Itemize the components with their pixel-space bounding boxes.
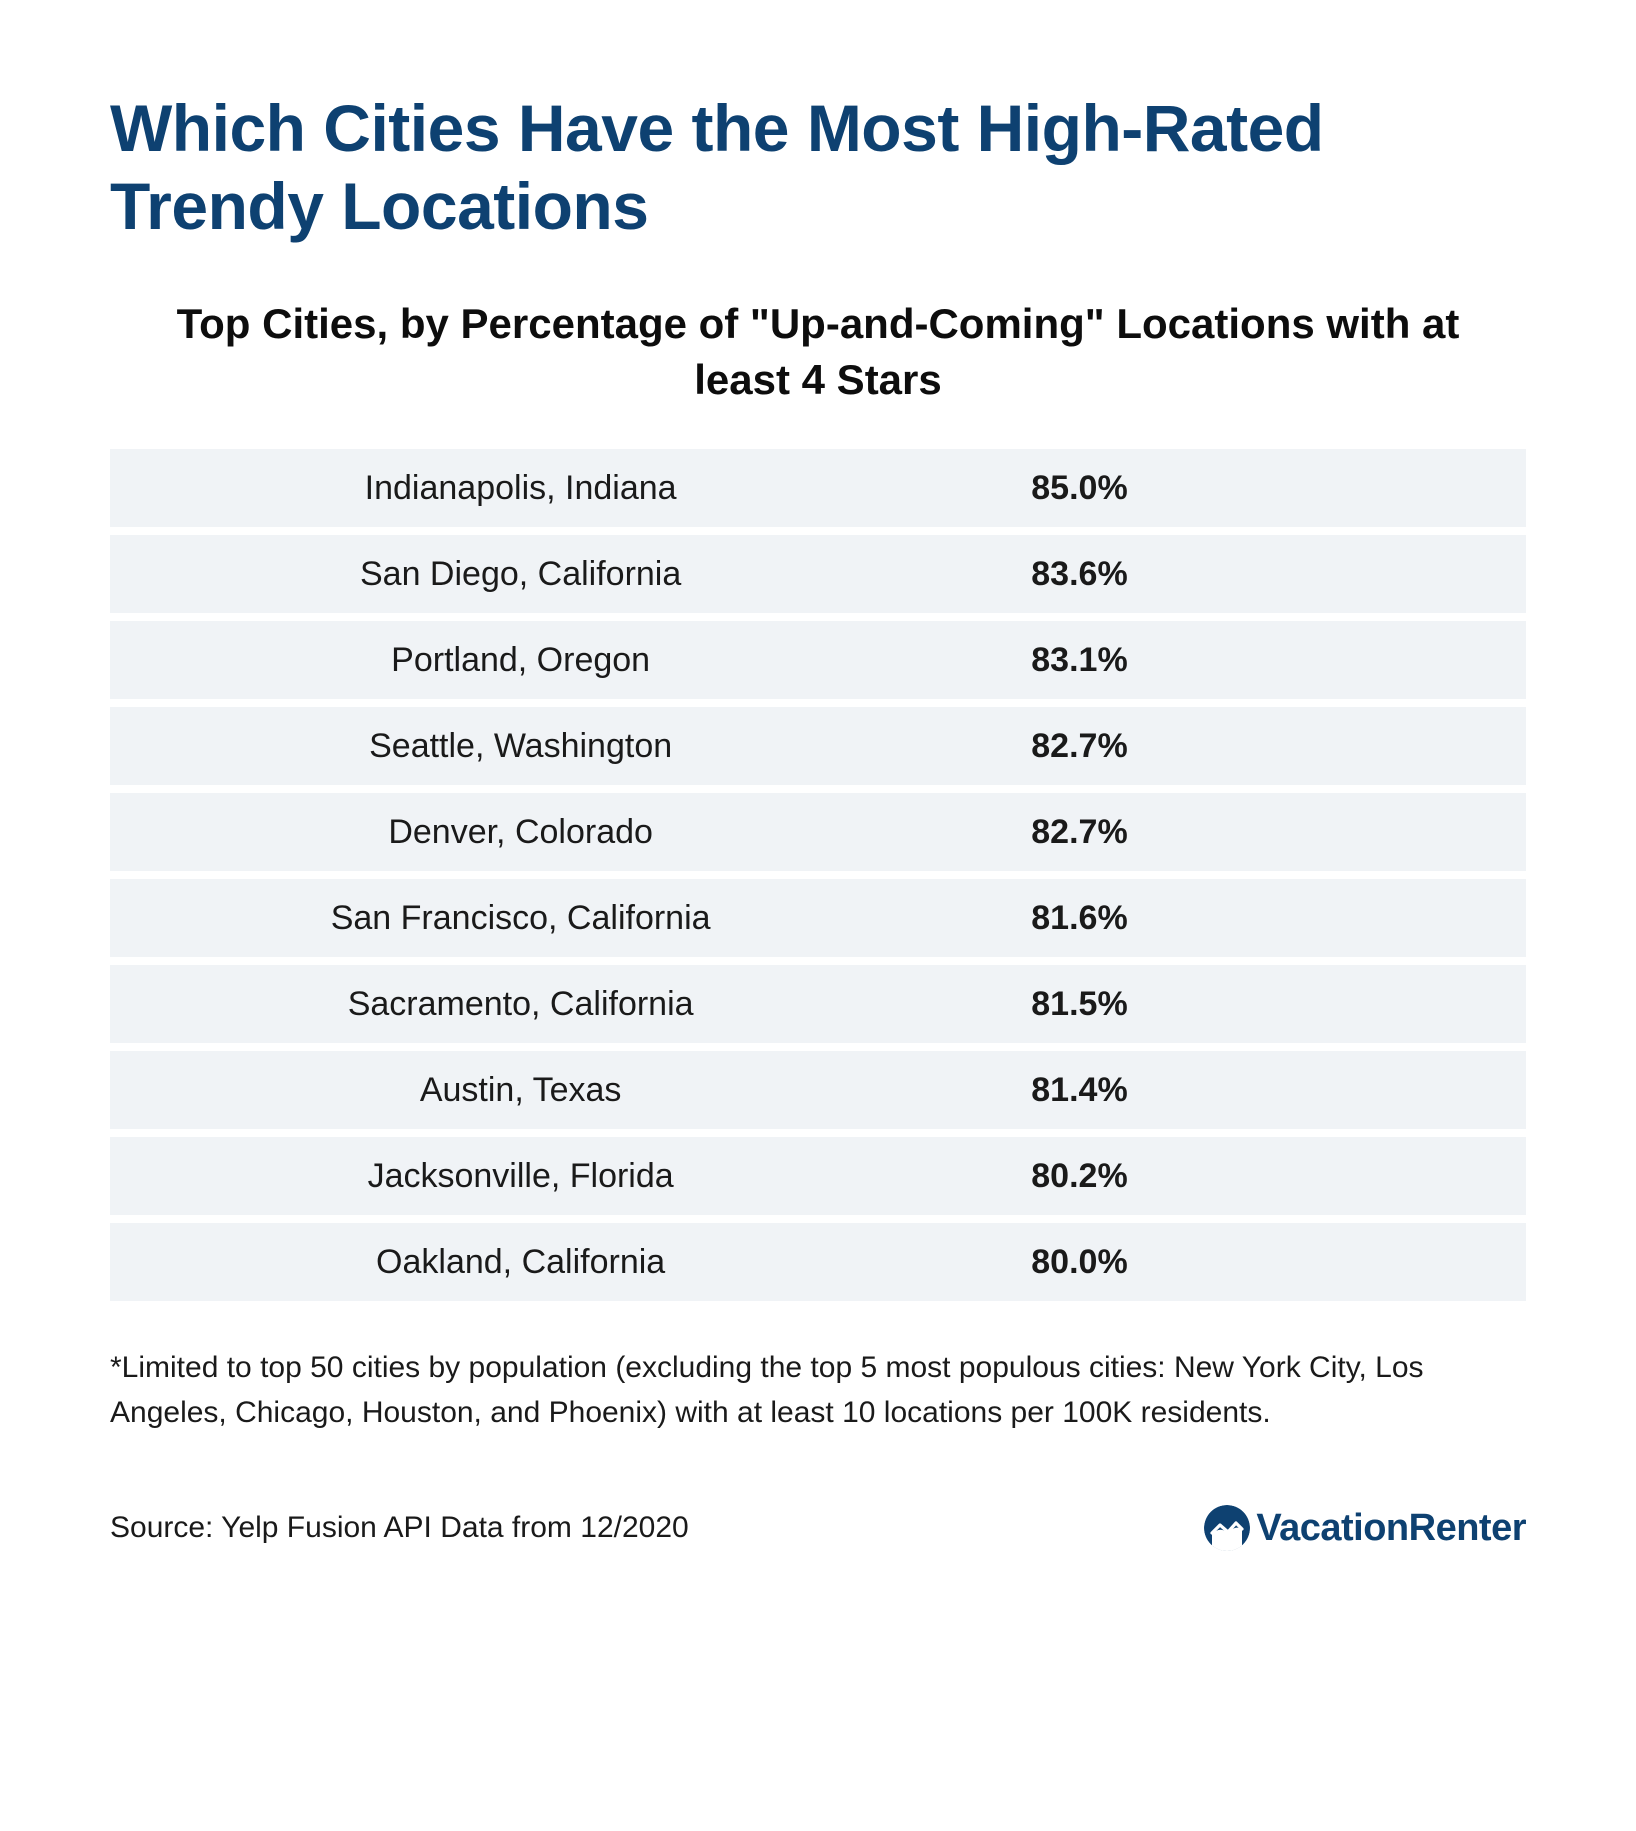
page-title: Which Cities Have the Most High-Rated Tr… [110,90,1526,246]
city-cell: San Diego, California [110,535,931,613]
cities-table: Indianapolis, Indiana85.0%San Diego, Cal… [110,449,1526,1301]
city-cell: Seattle, Washington [110,707,931,785]
value-cell: 81.5% [931,965,1526,1043]
table-row: San Diego, California83.6% [110,535,1526,613]
logo-house-icon [1204,1505,1250,1551]
table-row: Oakland, California80.0% [110,1223,1526,1301]
value-cell: 80.2% [931,1137,1526,1215]
value-cell: 85.0% [931,449,1526,527]
table-row: Sacramento, California81.5% [110,965,1526,1043]
value-cell: 81.4% [931,1051,1526,1129]
source-text: Source: Yelp Fusion API Data from 12/202… [110,1511,689,1545]
city-cell: Sacramento, California [110,965,931,1043]
value-cell: 82.7% [931,793,1526,871]
chart-subtitle: Top Cities, by Percentage of "Up-and-Com… [168,296,1468,409]
city-cell: Indianapolis, Indiana [110,449,931,527]
table-row: Portland, Oregon83.1% [110,621,1526,699]
city-cell: Portland, Oregon [110,621,931,699]
table-row: Denver, Colorado82.7% [110,793,1526,871]
value-cell: 81.6% [931,879,1526,957]
city-cell: Oakland, California [110,1223,931,1301]
brand-logo: VacationRenter [1204,1505,1526,1551]
table-row: Seattle, Washington82.7% [110,707,1526,785]
table-row: Austin, Texas81.4% [110,1051,1526,1129]
value-cell: 80.0% [931,1223,1526,1301]
city-cell: Jacksonville, Florida [110,1137,931,1215]
table-row: Indianapolis, Indiana85.0% [110,449,1526,527]
table-row: Jacksonville, Florida80.2% [110,1137,1526,1215]
table-row: San Francisco, California81.6% [110,879,1526,957]
footer-row: Source: Yelp Fusion API Data from 12/202… [110,1505,1526,1551]
city-cell: Denver, Colorado [110,793,931,871]
logo-text: VacationRenter [1256,1507,1526,1550]
value-cell: 83.6% [931,535,1526,613]
footnote-text: *Limited to top 50 cities by population … [110,1345,1470,1435]
city-cell: Austin, Texas [110,1051,931,1129]
value-cell: 83.1% [931,621,1526,699]
city-cell: San Francisco, California [110,879,931,957]
value-cell: 82.7% [931,707,1526,785]
